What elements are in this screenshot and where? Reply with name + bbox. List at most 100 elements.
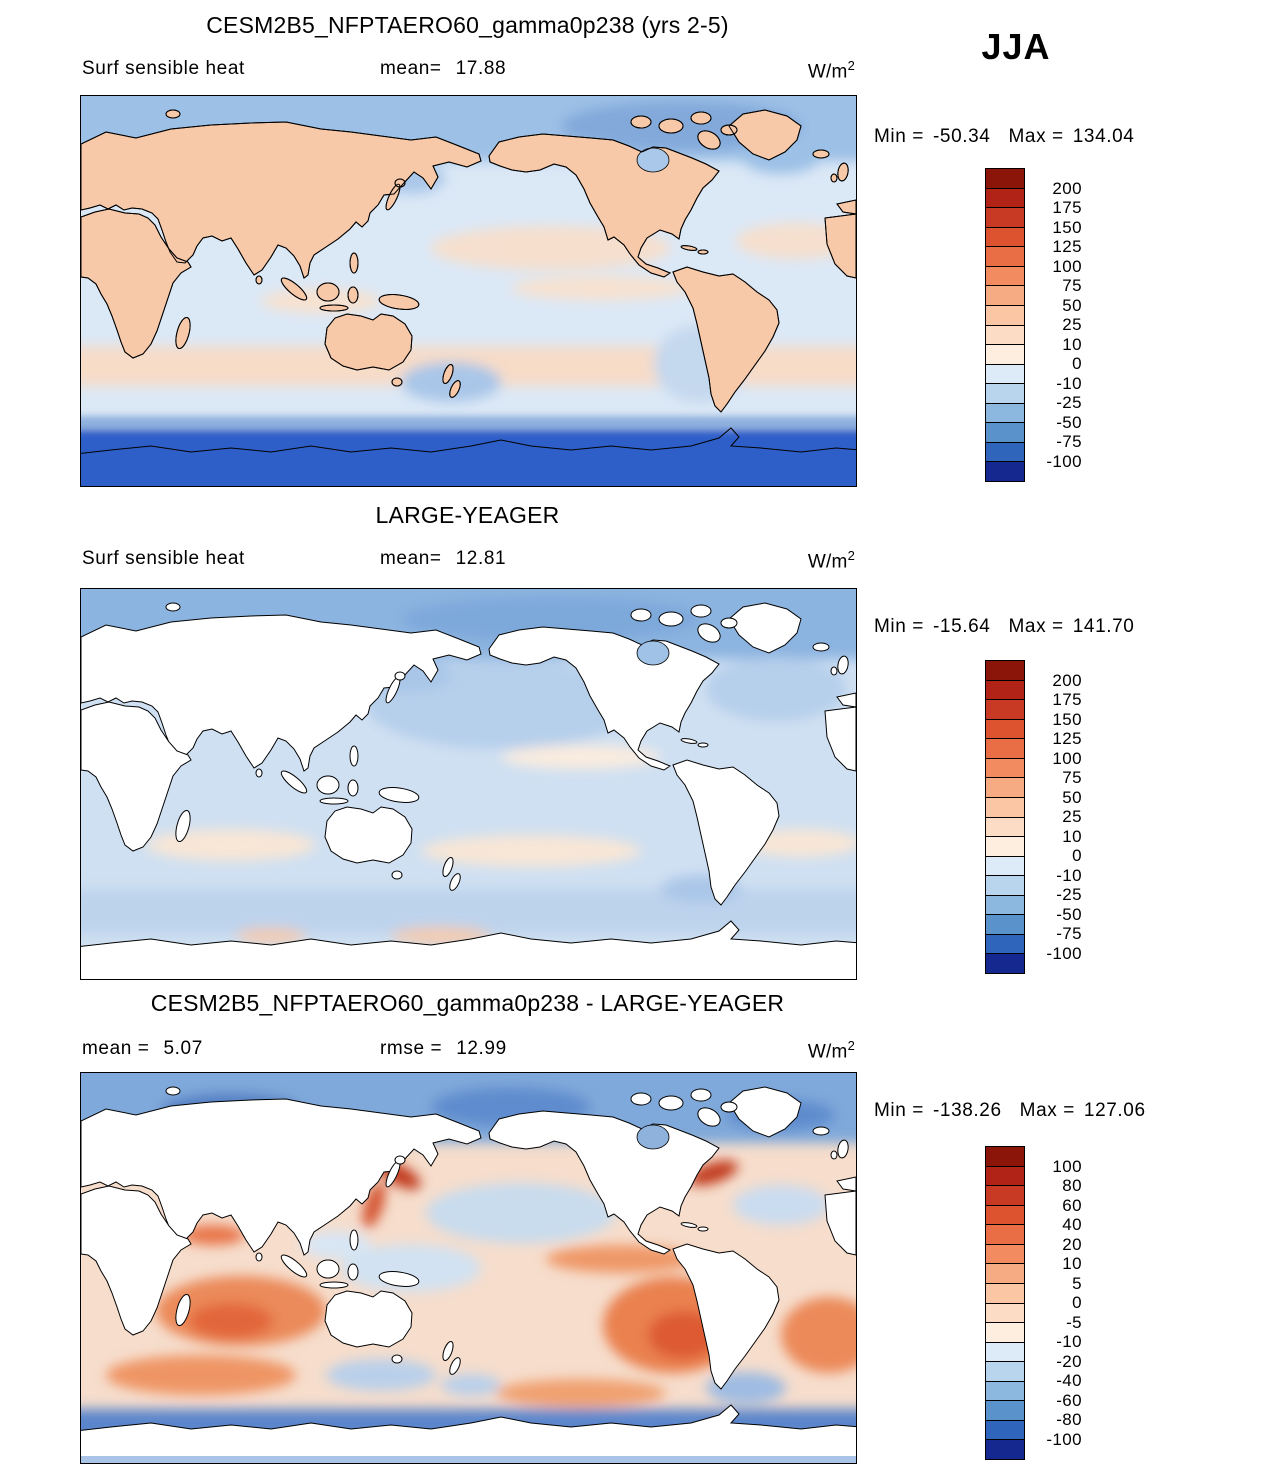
colorbar-tick-label: 50: [1062, 787, 1082, 807]
hudson-bay: [636, 1124, 670, 1150]
colorbar-cell: [986, 324, 1024, 345]
colorbar-tick-label: 80: [1062, 1176, 1082, 1195]
colorbar-tick-label: -80: [1056, 1410, 1082, 1429]
southern-ocean-band: [81, 416, 856, 486]
units-label: W/m2: [807, 58, 855, 83]
colorbar-cell: [986, 661, 1024, 680]
colorbar-tick-label: 175: [1052, 690, 1082, 709]
colorbar-cell: [986, 699, 1024, 719]
variable-label: Surf sensible heat: [82, 548, 245, 569]
colorbar-cell: [986, 344, 1024, 364]
colorbar-cell: [986, 1400, 1024, 1420]
colorbar-tick-label: 200: [1052, 670, 1082, 690]
map-1-svg: [81, 96, 856, 486]
colorbar-cell: [986, 796, 1024, 817]
colorbar-tick-label: 100: [1052, 256, 1082, 276]
colorbar-cell: [986, 738, 1024, 758]
colorbar-cell: [986, 1322, 1024, 1342]
colorbar-cell: [986, 914, 1024, 934]
mean-stat: mean= 17.88: [380, 58, 507, 79]
colorbar-tick-label: 40: [1062, 1215, 1082, 1234]
map-2-svg: [81, 589, 856, 979]
map-3-svg: [81, 1073, 856, 1463]
colorbar-cell: [986, 169, 1024, 188]
colorbar-tick-label: -40: [1056, 1371, 1082, 1390]
colorbar-tick-label: 150: [1052, 709, 1082, 729]
colorbar-cell: [986, 1165, 1024, 1186]
colorbar-cell: [986, 1380, 1024, 1401]
colorbar-tick-label: -50: [1056, 412, 1082, 432]
mean-stat: mean = 5.07: [82, 1038, 203, 1059]
colorbar-tick-label: 75: [1062, 276, 1082, 295]
colorbar-cell: [986, 226, 1024, 247]
panel-2-title: LARGE-YEAGER: [375, 502, 560, 528]
colorbar-tick-label: 75: [1062, 768, 1082, 787]
colorbar-tick-label: 0: [1072, 354, 1082, 373]
colorbar-tick-label: 100: [1052, 1156, 1082, 1176]
colorbar-tick-label: 0: [1072, 1293, 1082, 1312]
colorbar-cell: [986, 422, 1024, 442]
panel-1-title: CESM2B5_NFPTAERO60_gamma0p238 (yrs 2-5): [206, 12, 729, 38]
colorbar-tick-label: 0: [1072, 846, 1082, 865]
colorbar-tick-label: 25: [1062, 315, 1082, 334]
map-panel-3: [80, 1072, 857, 1464]
colorbar-cell: [986, 363, 1024, 384]
colorbar-labels: 200 175 150 125 100 75 50 25 10 0 -10 -25 -50 -75 -100: [1034, 169, 1082, 481]
colorbar-cell: [986, 383, 1024, 403]
colorbar-tick-label: -50: [1056, 904, 1082, 924]
colorbar-labels: 100 80 60 40 20 10 5 0 -5 -10 -20 -40 -60 -80 -100: [1034, 1147, 1082, 1459]
colorbar-tick-label: 25: [1062, 807, 1082, 826]
colorbar-cell: [986, 285, 1024, 305]
mean-stat: mean= 12.81: [380, 548, 507, 569]
colorbar-cell: [986, 207, 1024, 227]
hudson-bay: [636, 147, 670, 173]
colorbar-cell: [986, 187, 1024, 208]
colorbar-tick-label: 10: [1062, 334, 1082, 354]
units-label: W/m2: [807, 1038, 855, 1063]
panel-3-header: mean = 5.07 rmse = 12.99 W/m2: [80, 1038, 855, 1062]
colorbar-cell: [986, 875, 1024, 895]
colorbar-tick-label: -20: [1056, 1351, 1082, 1371]
panel-3-minmax: Min = -138.26 Max = 127.06: [874, 1100, 1146, 1121]
colorbar-tick-label: -25: [1056, 885, 1082, 904]
map-panel-1: [80, 95, 857, 487]
rmse-stat: rmse = 12.99: [380, 1038, 507, 1059]
panel-1-header: Surf sensible heat mean= 17.88 W/m2: [80, 58, 855, 82]
colorbar-tick-label: -10: [1056, 1332, 1082, 1351]
panel-2-header: Surf sensible heat mean= 12.81 W/m2: [80, 548, 855, 572]
colorbar-cell: [986, 894, 1024, 915]
colorbar-panel-1: 200 175 150 125 100 75 50 25 10 0 -10 -25 -50 -75 -100: [985, 168, 1082, 482]
colorbar-cell: [986, 718, 1024, 739]
colorbar-tick-label: -75: [1056, 432, 1082, 451]
colorbar-panel-2: 200 175 150 125 100 75 50 25 10 0 -10 -25 -50 -75 -100: [985, 660, 1082, 974]
colorbar-cell: [986, 1302, 1024, 1323]
colorbar-tick-label: 50: [1062, 295, 1082, 315]
colorbar-cell: [986, 777, 1024, 797]
panel-1-minmax: Min = -50.34 Max = 134.04: [874, 126, 1135, 147]
colorbar-cell: [986, 953, 1024, 973]
colorbar-tick-label: 150: [1052, 217, 1082, 237]
hudson-bay: [636, 640, 670, 666]
colorbar-cell: [986, 933, 1024, 954]
panel-2-minmax: Min = -15.64 Max = 141.70: [874, 616, 1135, 637]
colorbar-cell: [986, 1204, 1024, 1225]
colorbar-cell: [986, 1439, 1024, 1459]
colorbar-tick-label: 100: [1052, 748, 1082, 768]
panel-3-title: CESM2B5_NFPTAERO60_gamma0p238 - LARGE-YE…: [150, 990, 785, 1016]
variable-label: Surf sensible heat: [82, 58, 245, 79]
colorbar-cell: [986, 679, 1024, 700]
colorbar-tick-label: -100: [1046, 1429, 1082, 1449]
colorbar-cell: [986, 855, 1024, 876]
colorbar-tick-label: 60: [1062, 1195, 1082, 1215]
units-label: W/m2: [807, 548, 855, 573]
colorbar-cell: [986, 402, 1024, 423]
colorbar-tick-label: 10: [1062, 1254, 1082, 1273]
colorbar-tick-label: -100: [1046, 943, 1082, 963]
season-label: JJA: [981, 26, 1051, 67]
colorbar-tick-label: -10: [1056, 865, 1082, 885]
colorbar-cell: [986, 1282, 1024, 1303]
colorbar-cell: [986, 1361, 1024, 1381]
colorbar-cell: [986, 1341, 1024, 1362]
colorbar-tick-label: 20: [1062, 1234, 1082, 1254]
